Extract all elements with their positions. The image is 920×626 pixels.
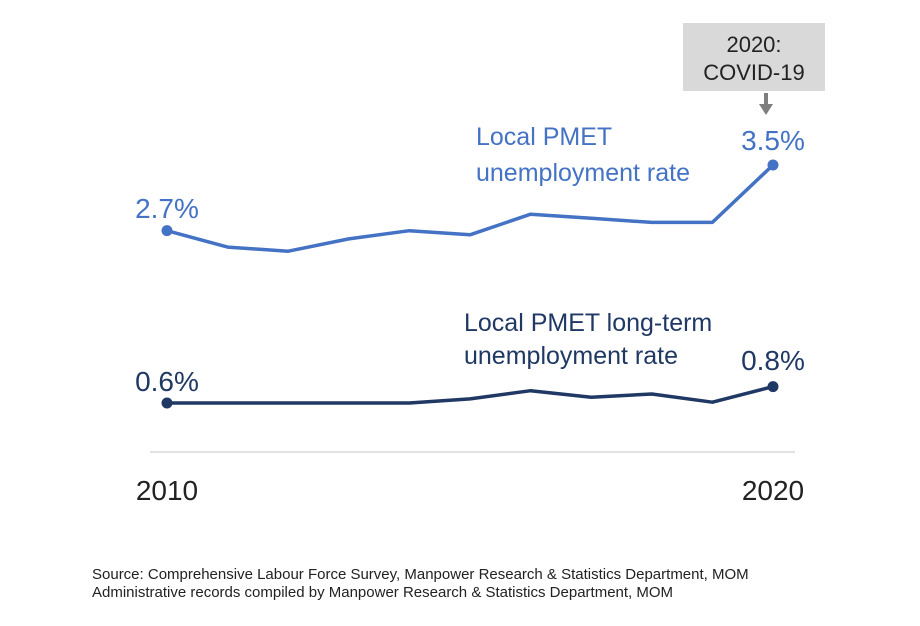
series-2-end-label: 0.8% <box>741 345 805 376</box>
series-2-name-line-2: unemployment rate <box>464 342 678 370</box>
series-2-name-line-1: Local PMET long-term <box>464 309 712 337</box>
covid-annotation-box <box>683 23 825 91</box>
series-1-start-point <box>161 225 173 237</box>
covid-annotation-arrow-head <box>759 104 773 115</box>
source-note: Source: Comprehensive Labour Force Surve… <box>92 566 749 602</box>
series-1-start-label: 2.7% <box>135 193 199 224</box>
covid-annotation: 2020: COVID-19 <box>683 23 825 115</box>
series-2-start-point <box>161 397 173 409</box>
series-1-name-line-2: unemployment rate <box>476 159 690 187</box>
series-2-end-point <box>767 381 779 393</box>
series-1-name-line-1: Local PMET <box>476 123 612 151</box>
x-tick-label-end: 2020 <box>742 475 804 506</box>
covid-annotation-line-2: COVID-19 <box>703 60 804 85</box>
x-tick-label-start: 2010 <box>136 475 198 506</box>
series-1-end-point <box>767 159 779 171</box>
covid-annotation-line-1: 2020: <box>726 32 781 57</box>
source-line-1: Source: Comprehensive Labour Force Surve… <box>92 566 749 583</box>
series-2-start-label: 0.6% <box>135 366 199 397</box>
series-1-end-label: 3.5% <box>741 125 805 156</box>
series-line-2 <box>167 384 774 405</box>
source-line-2: Administrative records compiled by Manpo… <box>92 584 674 601</box>
series-line-1 <box>166 163 775 253</box>
